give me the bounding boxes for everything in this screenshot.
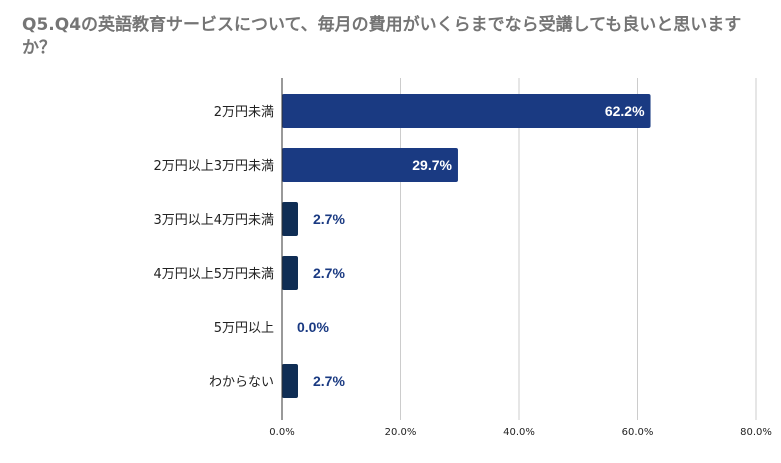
- category-label: 3万円以上4万円未満: [153, 213, 274, 228]
- x-tick-label: 0.0%: [269, 427, 294, 438]
- x-tick-label: 20.0%: [385, 427, 417, 438]
- data-label: 2.7%: [313, 373, 345, 389]
- x-tick-label: 60.0%: [622, 427, 654, 438]
- bar: [282, 256, 298, 290]
- data-label: 62.2%: [605, 103, 645, 119]
- x-tick-label: 40.0%: [503, 427, 535, 438]
- category-label: 2万円以上3万円未満: [153, 159, 274, 174]
- category-label: わからない: [209, 375, 274, 390]
- bar: [282, 202, 298, 236]
- bar: [282, 364, 298, 398]
- bar: [282, 148, 458, 182]
- data-label: 29.7%: [412, 157, 452, 173]
- category-label: 5万円以上: [214, 321, 274, 336]
- x-tick-label: 80.0%: [740, 427, 772, 438]
- data-label: 2.7%: [313, 265, 345, 281]
- category-label: 4万円以上5万円未満: [153, 267, 274, 282]
- category-label: 2万円未満: [214, 105, 274, 120]
- data-label: 0.0%: [297, 319, 329, 335]
- data-label: 2.7%: [313, 211, 345, 227]
- bar: [282, 94, 651, 128]
- chart-title: Q5.Q4の英語教育サービスについて、毎月の費用がいくらまでなら受講しても良いと…: [22, 15, 742, 58]
